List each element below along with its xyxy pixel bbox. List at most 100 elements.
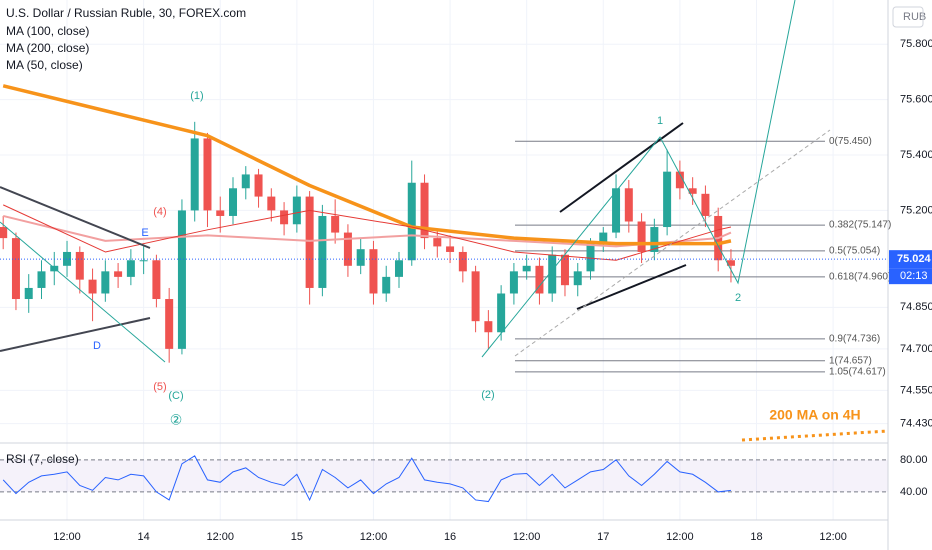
candle-body [101, 271, 110, 294]
candle-body [165, 299, 174, 349]
candle-body [11, 238, 20, 300]
candle-body [241, 174, 250, 189]
legend-entry: MA (200, close) [6, 41, 89, 55]
countdown-label: 02:13 [900, 270, 928, 282]
x-tick-label: 12:00 [666, 531, 694, 543]
candle-body [548, 254, 557, 294]
y-tick-label: 74.550 [900, 384, 932, 396]
candle-body [612, 188, 621, 233]
rsi-title: RSI (7, close) [6, 452, 79, 466]
candle-body [484, 321, 493, 333]
trendline [0, 317, 151, 352]
candle-body [675, 171, 684, 189]
y-tick-label: 74.700 [900, 343, 932, 355]
y-tick-label: 75.800 [900, 38, 932, 50]
candle-body [37, 271, 46, 288]
candle-body [216, 210, 225, 216]
last-price-label: 75.024 [897, 253, 932, 265]
fib-label: 1.05(74.617) [829, 366, 886, 377]
x-tick-label: 14 [138, 531, 150, 543]
candle-body [24, 287, 33, 300]
candle-body [75, 251, 84, 280]
legend-entry: MA (50, close) [6, 58, 83, 72]
candle-body [560, 254, 569, 286]
candle-body [522, 265, 531, 272]
wave-line [481, 0, 796, 358]
plot-layer: 0(75.450) 0.382(75.147) 0.5(75.054) 0.618(7… [0, 0, 891, 520]
candle-body [663, 171, 672, 228]
currency-label: RUB [903, 11, 926, 23]
candle-body [152, 260, 161, 300]
rsi-band [0, 459, 888, 492]
wave-line [0, 221, 166, 363]
candle-body [139, 260, 148, 262]
x-tick-label: 17 [597, 531, 609, 543]
candle-body [394, 260, 403, 277]
candle-body [63, 251, 72, 266]
candle-body [509, 271, 518, 294]
wave-label: (1) [190, 90, 203, 102]
legend-entry: MA (100, close) [6, 24, 89, 38]
candle-body [318, 215, 327, 288]
wave-label: ② [170, 412, 183, 428]
y-tick-label: 75.200 [900, 204, 932, 216]
y-tick-label: 74.850 [900, 301, 932, 313]
candle-body [203, 138, 212, 211]
x-tick-label: 18 [750, 531, 762, 543]
currency-box [892, 6, 924, 28]
candle-body [254, 174, 263, 197]
last-price-box [889, 250, 932, 269]
y-tick-label: 75.400 [900, 149, 932, 161]
fib-trend [514, 129, 831, 357]
candle-body [637, 221, 646, 252]
candle-body [0, 227, 8, 239]
countdown-box [889, 268, 932, 285]
trendline [559, 122, 684, 213]
trendline [0, 186, 151, 249]
candle-body [688, 188, 697, 194]
candle-body [407, 182, 416, 261]
candle-body [177, 210, 186, 349]
wave-label: (C) [168, 390, 183, 402]
candle-body [305, 196, 314, 288]
x-tick-label: 12:00 [819, 531, 847, 543]
rsi-line [2, 455, 732, 503]
fib-label: 0(75.450) [829, 136, 872, 147]
candle-body [586, 243, 595, 272]
candle-body [114, 271, 123, 277]
wave-label: 1 [657, 115, 663, 127]
candle-body [88, 279, 97, 294]
wave-label: (5) [153, 381, 166, 393]
candle-body [446, 246, 455, 252]
candle-body [267, 196, 276, 211]
fib-label: 0.5(75.054) [829, 245, 880, 256]
x-tick-label: 12:00 [206, 531, 234, 543]
candle-body [382, 276, 391, 294]
x-tick-label: 12:00 [53, 531, 81, 543]
fib-label: 0.618(74.960) [829, 272, 891, 283]
candle-body [701, 193, 710, 216]
x-tick-label: 12:00 [513, 531, 541, 543]
candle-body [190, 138, 199, 211]
candle-body [433, 238, 442, 247]
candle-body [497, 293, 506, 333]
candle-body [292, 196, 301, 225]
trendline [576, 264, 687, 310]
candle-body [126, 260, 135, 277]
fib-label: 1(74.657) [829, 355, 872, 366]
moving-average [2, 214, 732, 248]
candle-body [726, 260, 735, 266]
candle-body [599, 232, 608, 244]
fib-label: 0.382(75.147) [829, 220, 891, 231]
candle-body [650, 227, 659, 252]
candle-body [458, 251, 467, 272]
wave-label: (2) [481, 389, 494, 401]
wave-label: 2 [735, 292, 741, 304]
ma-note: 200 MA on 4H [769, 407, 860, 423]
x-tick-label: 12:00 [360, 531, 388, 543]
drawings [0, 0, 889, 442]
candle-body [356, 249, 365, 266]
y-tick-label: 75.600 [900, 94, 932, 106]
candle-body [369, 249, 378, 294]
